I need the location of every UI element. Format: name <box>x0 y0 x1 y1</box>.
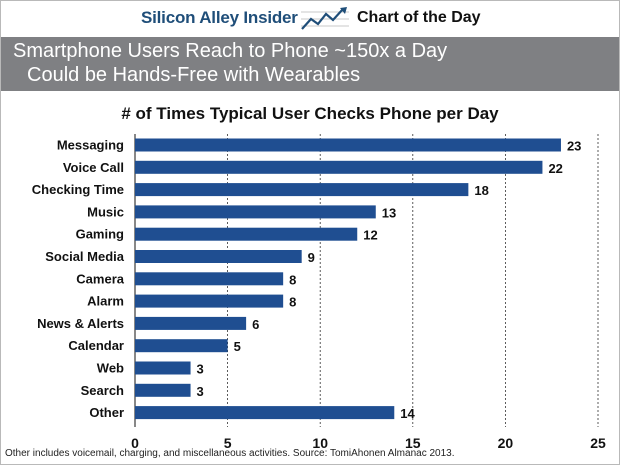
value-label: 5 <box>234 339 241 354</box>
bar <box>135 227 358 241</box>
value-label: 23 <box>567 139 581 154</box>
x-tick-label: 20 <box>498 435 514 451</box>
bar <box>135 160 543 174</box>
value-label: 8 <box>289 295 296 310</box>
footnote: Other includes voicemail, charging, and … <box>5 448 455 459</box>
chart-of-the-day-label: Chart of the Day <box>357 9 481 26</box>
category-label: Checking Time <box>32 182 124 197</box>
category-label: Camera <box>76 271 124 286</box>
bar <box>135 361 191 375</box>
value-label: 12 <box>363 228 377 243</box>
value-label: 13 <box>382 205 396 220</box>
headline-banner: Smartphone Users Reach to Phone ~150x a … <box>1 37 619 91</box>
category-label: Voice Call <box>63 160 124 175</box>
category-label: Search <box>81 383 124 398</box>
rising-line-chart-icon <box>299 5 351 33</box>
category-label: Music <box>87 204 124 219</box>
category-label: Other <box>89 405 124 420</box>
value-label: 18 <box>474 183 488 198</box>
headline-line-2: Could be Hands-Free with Wearables <box>27 64 361 86</box>
category-label: Social Media <box>45 249 125 264</box>
x-tick-label: 0 <box>131 435 139 451</box>
headline-line-1: Smartphone Users Reach to Phone ~150x a … <box>13 40 448 62</box>
bar <box>135 383 191 397</box>
category-label: Calendar <box>68 338 124 353</box>
bar <box>135 205 376 219</box>
category-label: Gaming <box>76 227 124 242</box>
value-label: 3 <box>197 384 204 399</box>
value-label: 22 <box>548 161 562 176</box>
bar <box>135 339 228 353</box>
value-label: 3 <box>197 362 204 377</box>
x-tick-label: 25 <box>590 435 606 451</box>
value-label: 9 <box>308 250 315 265</box>
category-label: Web <box>97 361 124 376</box>
chart-title: # of Times Typical User Checks Phone per… <box>121 104 499 123</box>
value-label: 6 <box>252 317 259 332</box>
bar <box>135 316 247 330</box>
category-label: Alarm <box>87 294 124 309</box>
bar <box>135 183 469 197</box>
bar <box>135 138 561 152</box>
value-label: 8 <box>289 272 296 287</box>
bar <box>135 250 302 263</box>
category-label: Messaging <box>57 138 124 153</box>
x-tick-label: 10 <box>312 435 328 451</box>
category-label: News & Alerts <box>37 316 124 331</box>
brand-name: Silicon Alley Insider <box>141 8 298 27</box>
value-label: 14 <box>400 406 415 421</box>
x-tick-label: 5 <box>224 435 232 451</box>
bar <box>135 406 395 420</box>
bar <box>135 294 284 308</box>
brand-header: Silicon Alley Insider Chart of the Day <box>1 1 619 37</box>
bar <box>135 272 284 286</box>
x-tick-label: 15 <box>405 435 421 451</box>
